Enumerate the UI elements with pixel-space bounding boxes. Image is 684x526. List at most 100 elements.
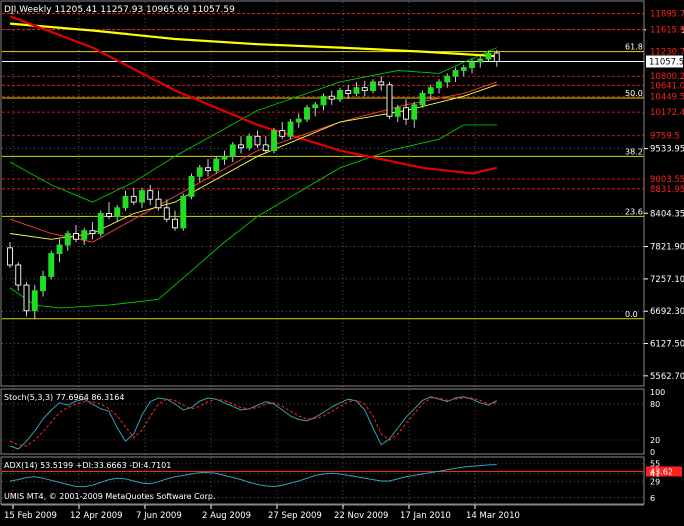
candle-bull: [469, 61, 475, 69]
candle-bear: [172, 218, 178, 229]
adx-marked-level-tag: [646, 466, 682, 477]
candle-bull: [213, 158, 220, 172]
candle-bull: [48, 253, 55, 277]
price-tag-label: 9759.5: [650, 132, 680, 142]
candle-bull: [31, 290, 38, 312]
candle-bull: [304, 107, 310, 120]
candle-bear: [205, 167, 211, 172]
candle-bull: [436, 81, 442, 89]
candle-bull: [394, 107, 401, 117]
price-tag-box: [646, 107, 682, 118]
price-tag-label: 8831.95: [650, 185, 684, 195]
candle-bull: [485, 52, 492, 60]
price-tag-label: 10641.0: [650, 81, 684, 91]
price-axis-label: 6127.50: [650, 340, 684, 350]
candle-bear: [361, 87, 368, 91]
stoch-axis-label: 80: [650, 400, 660, 409]
fibonacci-level-label: 23.6: [625, 207, 643, 216]
bollinger-upper-band: [9, 47, 497, 203]
price-tag-label: 11615.9: [650, 26, 684, 36]
time-axis-label: 2 Aug 2009: [202, 511, 251, 521]
price-axis-label: 9533.95: [650, 145, 684, 155]
price-tag-label: 10172.4: [650, 108, 684, 118]
moving-average-red-fast: [9, 81, 497, 243]
price-tag-box: [646, 91, 682, 102]
moving-average-yellow-long: [9, 22, 497, 58]
stoch-axis-label: 20: [650, 436, 660, 445]
candle-bear: [23, 284, 30, 312]
main-panel-border: [0, 0, 645, 387]
candle-bear: [7, 247, 13, 266]
candle-bear: [130, 195, 137, 203]
bollinger-bands: [9, 47, 497, 309]
candle-bull: [419, 92, 426, 106]
candle-bull: [477, 58, 484, 63]
adx-panel-border: [0, 456, 645, 505]
candle-bull: [81, 230, 88, 240]
candle-bull: [353, 87, 360, 94]
time-axis-label: 17 Jan 2010: [400, 511, 451, 521]
time-axis: 15 Feb 2009 12 Apr 2009 7 Jun 2009 2 Aug 20…: [1, 504, 644, 521]
candle-bull: [295, 118, 302, 123]
price-tag-box: [646, 71, 682, 82]
stoch-main-line: [9, 396, 498, 450]
candle-bull: [320, 95, 327, 106]
price-tag-box: [646, 183, 682, 194]
price-tag-box: [646, 80, 682, 91]
price-tag-box: [646, 130, 682, 141]
adx-axis-label: 29: [650, 478, 660, 487]
candle-bear: [254, 135, 261, 146]
price-tag-box: [646, 46, 682, 57]
candle-bull: [56, 244, 63, 255]
stochastic-panel: 100 80 20 0: [2, 388, 665, 457]
adx-axis-label: 41: [650, 469, 660, 478]
candle-bull: [221, 155, 228, 160]
candle-bull: [271, 130, 277, 152]
adx-axis-label: 55: [650, 460, 660, 469]
current-price-label: 11057.5: [649, 57, 684, 67]
candles: [7, 50, 500, 320]
candle-bull: [122, 195, 129, 209]
fibonacci-level-label: 0.0: [625, 310, 638, 319]
candle-bear: [147, 190, 154, 200]
candle-bull: [246, 135, 253, 149]
fibonacci-level-label: 61.8: [625, 43, 643, 52]
candle-bear: [345, 90, 352, 94]
horizontal-levels: 61.8 50.0 38.2 23.6 0.0: [2, 13, 644, 320]
candle-bull: [337, 90, 343, 100]
candle-bull: [460, 67, 467, 71]
fibonacci-level-label: 50.0: [625, 89, 643, 98]
candle-bull: [370, 81, 376, 91]
price-tag-label: 11230.7: [650, 48, 684, 58]
candle-bull: [452, 70, 459, 77]
candle-bear: [73, 233, 79, 240]
candle-bull: [40, 276, 46, 292]
candle-bear: [386, 84, 393, 117]
candle-bear: [89, 230, 96, 234]
price-axis-label: 7821.90: [650, 243, 684, 253]
candle-bull: [139, 190, 145, 203]
price-tag-box: [646, 173, 682, 184]
stoch-signal-line: [9, 397, 497, 447]
price-tag-label: 10800.2: [650, 72, 684, 82]
fibonacci-level-label: 38.2: [625, 147, 643, 156]
adx-line: [9, 464, 497, 488]
candle-bear: [15, 264, 22, 286]
price-axis: 11610.659533.958404.357821.907257.106692…: [644, 8, 684, 382]
candle-bull: [196, 167, 203, 177]
price-axis-label: 8404.35: [650, 209, 684, 219]
copyright-footer: UMIS MT4, © 2001-2009 MetaQuotes Softwar…: [4, 492, 216, 501]
adx-title: ADX(14) 53.5199 +DI:33.6663 -DI:4.7101: [4, 461, 171, 470]
moving-averages: [9, 15, 498, 243]
price-tag-label: 9003.55: [650, 175, 684, 185]
candle-bull: [229, 144, 236, 157]
candle-bear: [328, 95, 335, 100]
time-axis-label: 15 Feb 2009: [4, 511, 57, 521]
candle-bull: [114, 207, 121, 217]
candle-bear: [378, 81, 385, 86]
candle-bear: [279, 130, 286, 137]
candle-bear: [262, 144, 269, 152]
candle-bear: [155, 198, 162, 209]
